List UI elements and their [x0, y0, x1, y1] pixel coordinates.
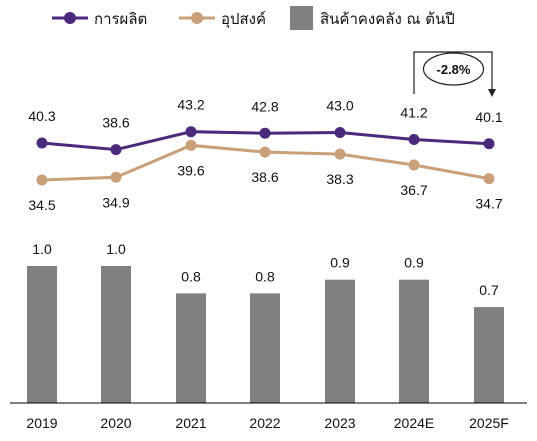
x-axis-ticks: 2019 2020 2021 2022 2023 2024E 2025F [26, 415, 508, 431]
inventory-bar-2023 [325, 279, 355, 403]
annotation-arrow-head [488, 89, 496, 97]
legend-inventory-swatch [290, 6, 313, 30]
demand-label-2025F: 34.7 [475, 196, 502, 212]
x-tick-2023: 2023 [324, 415, 355, 431]
legend-inventory-label: สินค้าคงคลัง ณ ต้นปี [320, 10, 455, 28]
inventory-bar-2024E [399, 279, 429, 403]
annotation-bracket [413, 51, 493, 94]
production-label-2021: 43.2 [177, 97, 204, 113]
production-point-2021 [185, 126, 197, 138]
demand-label-2020: 34.9 [102, 194, 129, 210]
inventory-label-2019: 1.0 [32, 241, 52, 257]
x-tick-2024E: 2024E [394, 415, 434, 431]
demand-point-2020 [110, 171, 122, 183]
demand-point-2021 [185, 139, 197, 151]
change-annotation: -2.8% [413, 51, 496, 97]
data-labels: 40.3 34.5 1.0 38.6 34.9 1.0 43.2 39.6 0.8 42.8 38.… [28, 97, 502, 298]
production-label-2020: 38.6 [102, 115, 129, 131]
legend-demand-label: อุปสงค์ [221, 10, 266, 29]
inventory-bar-2022 [250, 293, 280, 403]
production-label-2023: 43.0 [326, 97, 353, 113]
x-tick-2020: 2020 [100, 415, 131, 431]
production-point-2022 [259, 127, 271, 139]
demand-label-2021: 39.6 [177, 162, 204, 178]
production-label-2019: 40.3 [28, 108, 55, 124]
inventory-label-2022: 0.8 [255, 268, 275, 284]
demand-label-2023: 38.3 [326, 171, 353, 187]
production-label-2024E: 41.2 [400, 104, 427, 120]
production-point-2020 [110, 144, 122, 156]
demand-label-2024E: 36.7 [400, 182, 427, 198]
x-tick-2021: 2021 [175, 415, 206, 431]
production-label-2022: 42.8 [251, 98, 278, 114]
inventory-label-2021: 0.8 [181, 268, 201, 284]
x-tick-2025F: 2025F [469, 415, 509, 431]
demand-point-2019 [36, 174, 48, 186]
inventory-bar-2020 [101, 266, 131, 403]
legend-production-marker [64, 12, 76, 24]
inventory-label-2025F: 0.7 [479, 282, 499, 298]
inventory-bar-2021 [176, 293, 206, 403]
inventory-label-2023: 0.9 [330, 255, 350, 271]
demand-point-2023 [334, 148, 346, 160]
inventory-bar-2019 [27, 266, 57, 403]
annotation-badge [422, 52, 485, 86]
x-tick-2022: 2022 [249, 415, 280, 431]
production-label-2025F: 40.1 [475, 109, 502, 125]
demand-label-2022: 38.6 [251, 169, 278, 185]
production-point-2024E [408, 133, 420, 145]
inventory-label-2020: 1.0 [106, 241, 126, 257]
x-tick-2019: 2019 [26, 415, 57, 431]
legend-production-label: การผลิต [94, 10, 147, 28]
production-point-2025F [483, 138, 495, 150]
demand-label-2019: 34.5 [28, 197, 55, 213]
production-point-2023 [334, 126, 346, 138]
demand-point-2025F [483, 173, 495, 185]
legend: การผลิต อุปสงค์ สินค้าคงคลัง ณ ต้นปี [52, 6, 455, 30]
production-point-2019 [36, 137, 48, 149]
annotation-text: -2.8% [437, 62, 471, 77]
inventory-bar-2025F [474, 307, 504, 403]
inventory-label-2024E: 0.9 [404, 255, 424, 271]
demand-point-2024E [408, 159, 420, 171]
bar-series [27, 266, 504, 403]
legend-demand-marker [191, 12, 203, 24]
demand-point-2022 [259, 146, 271, 158]
line-series [36, 126, 495, 186]
